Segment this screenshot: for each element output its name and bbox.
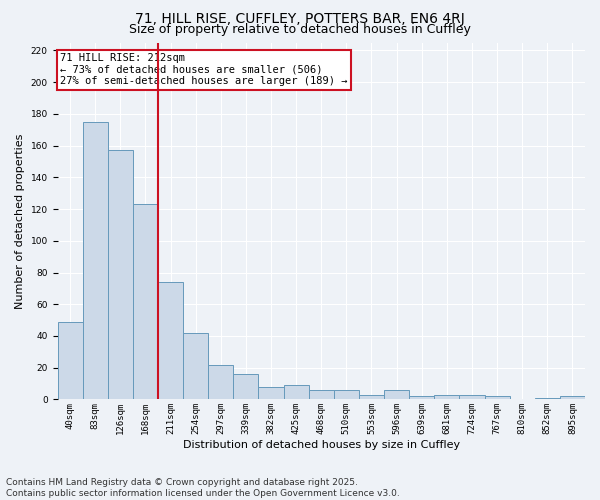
- Bar: [108, 150, 133, 400]
- Text: Contains HM Land Registry data © Crown copyright and database right 2025.
Contai: Contains HM Land Registry data © Crown c…: [6, 478, 400, 498]
- Bar: [208, 364, 233, 400]
- Bar: [560, 396, 585, 400]
- Text: Size of property relative to detached houses in Cuffley: Size of property relative to detached ho…: [129, 22, 471, 36]
- Text: 71 HILL RISE: 212sqm
← 73% of detached houses are smaller (506)
27% of semi-deta: 71 HILL RISE: 212sqm ← 73% of detached h…: [60, 53, 347, 86]
- Bar: [183, 333, 208, 400]
- Bar: [535, 398, 560, 400]
- Bar: [359, 394, 384, 400]
- Bar: [284, 385, 309, 400]
- Text: 71, HILL RISE, CUFFLEY, POTTERS BAR, EN6 4RJ: 71, HILL RISE, CUFFLEY, POTTERS BAR, EN6…: [135, 12, 465, 26]
- Bar: [309, 390, 334, 400]
- Bar: [58, 322, 83, 400]
- Bar: [83, 122, 108, 400]
- Bar: [158, 282, 183, 400]
- Bar: [233, 374, 259, 400]
- X-axis label: Distribution of detached houses by size in Cuffley: Distribution of detached houses by size …: [183, 440, 460, 450]
- Y-axis label: Number of detached properties: Number of detached properties: [15, 134, 25, 308]
- Bar: [485, 396, 509, 400]
- Bar: [334, 390, 359, 400]
- Bar: [259, 386, 284, 400]
- Bar: [409, 396, 434, 400]
- Bar: [133, 204, 158, 400]
- Bar: [460, 394, 485, 400]
- Bar: [384, 390, 409, 400]
- Bar: [434, 394, 460, 400]
